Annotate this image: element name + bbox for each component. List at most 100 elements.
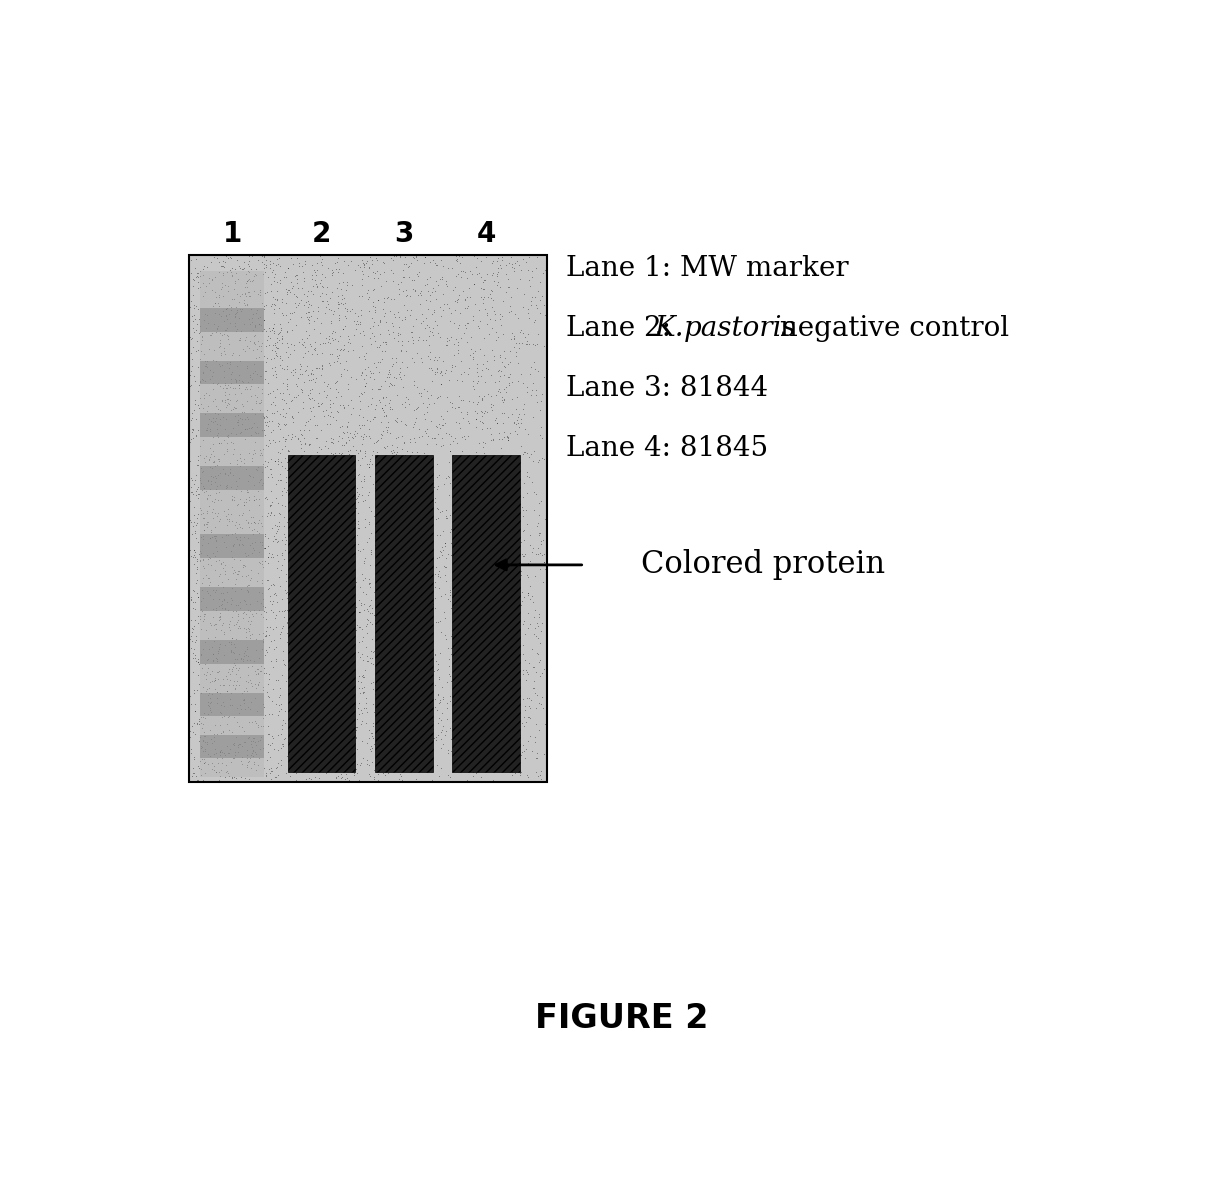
Point xyxy=(449,705,469,724)
Point xyxy=(244,540,263,560)
Point xyxy=(493,533,512,552)
Point xyxy=(448,532,467,551)
Point xyxy=(404,371,424,390)
Point xyxy=(291,651,311,670)
Point xyxy=(392,342,412,362)
Point xyxy=(287,388,306,407)
Point xyxy=(531,291,550,310)
Point xyxy=(325,715,345,734)
Point xyxy=(279,727,299,746)
Point xyxy=(489,430,509,449)
Point xyxy=(407,378,426,398)
Point xyxy=(493,555,512,574)
Point xyxy=(233,285,253,304)
Point xyxy=(329,592,348,611)
Point xyxy=(348,315,368,334)
Point xyxy=(310,569,329,588)
Point xyxy=(251,554,271,573)
Point xyxy=(206,725,226,745)
Point xyxy=(325,534,345,554)
Point xyxy=(336,432,356,452)
Point xyxy=(498,515,517,534)
Point xyxy=(185,540,204,560)
Point xyxy=(370,380,390,399)
Point xyxy=(237,510,256,530)
Point xyxy=(478,575,498,594)
Point xyxy=(453,428,472,447)
Point xyxy=(532,663,551,682)
Point xyxy=(182,329,202,348)
Point xyxy=(396,247,415,267)
Point xyxy=(227,372,246,392)
Point xyxy=(494,694,514,713)
Point xyxy=(356,377,375,396)
Point xyxy=(511,261,531,280)
Point xyxy=(346,319,365,339)
Point xyxy=(239,501,259,520)
Point xyxy=(250,393,270,412)
Point xyxy=(200,673,220,692)
Point xyxy=(413,426,432,446)
Point xyxy=(435,584,454,603)
Point xyxy=(452,740,471,759)
Point xyxy=(308,394,328,413)
Point xyxy=(253,640,272,659)
Point xyxy=(429,567,448,586)
Point xyxy=(308,396,328,416)
Point xyxy=(520,688,539,707)
Text: negative control: negative control xyxy=(771,315,1009,342)
Point xyxy=(433,257,453,276)
Point xyxy=(341,638,361,657)
Point xyxy=(392,466,412,485)
Point xyxy=(307,566,327,585)
Point xyxy=(470,412,489,431)
Point xyxy=(432,375,452,394)
Point xyxy=(335,759,354,778)
Point xyxy=(382,605,402,625)
Point xyxy=(365,700,385,719)
Point xyxy=(367,721,386,740)
Point xyxy=(354,518,374,537)
Point xyxy=(439,591,459,610)
Point xyxy=(266,515,285,534)
Point xyxy=(208,542,227,561)
Point xyxy=(195,318,215,337)
Point xyxy=(261,482,280,501)
Point xyxy=(501,609,521,628)
Point xyxy=(210,716,229,735)
Point xyxy=(262,594,282,614)
Point xyxy=(398,605,418,625)
Point xyxy=(353,628,373,647)
Point xyxy=(368,526,387,545)
Point xyxy=(266,649,285,668)
Point xyxy=(376,718,396,737)
Point xyxy=(278,347,297,366)
Point xyxy=(202,444,221,464)
Point xyxy=(211,306,231,325)
Point xyxy=(299,420,318,440)
Point xyxy=(204,363,223,382)
Point xyxy=(396,699,415,718)
Point xyxy=(282,629,301,649)
Point xyxy=(202,638,221,657)
Point xyxy=(323,483,342,502)
Point xyxy=(505,557,524,576)
Point xyxy=(328,766,347,785)
Point xyxy=(212,753,232,772)
Point xyxy=(294,453,313,472)
Point xyxy=(185,640,204,659)
Point xyxy=(342,689,362,709)
Point xyxy=(404,627,424,646)
Point xyxy=(212,355,232,375)
Point xyxy=(357,283,376,303)
Point xyxy=(197,418,216,437)
Point xyxy=(371,581,391,600)
Point xyxy=(296,669,316,688)
Point xyxy=(424,303,443,322)
Point xyxy=(403,479,422,498)
Point xyxy=(285,568,305,587)
Point xyxy=(365,685,385,704)
Point xyxy=(215,564,234,584)
Point xyxy=(374,448,393,467)
Point xyxy=(327,411,346,430)
